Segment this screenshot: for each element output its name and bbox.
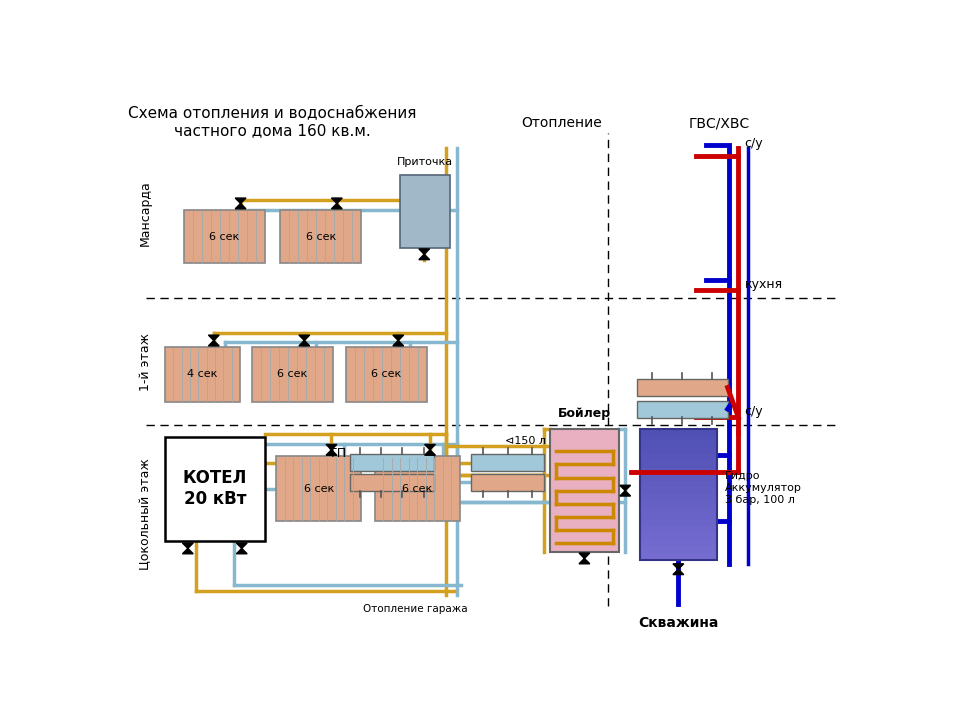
Polygon shape: [620, 485, 631, 496]
Text: ТП: ТП: [328, 447, 346, 460]
Text: 6 сек: 6 сек: [209, 232, 240, 241]
Text: 4 сек: 4 сек: [187, 369, 218, 379]
Bar: [639, 428, 717, 436]
Bar: [639, 454, 717, 462]
Bar: [636, 379, 728, 396]
Bar: [471, 474, 544, 490]
Text: с/у: с/у: [745, 137, 763, 150]
Bar: [639, 429, 717, 560]
Text: с/у: с/у: [745, 405, 763, 418]
Bar: [639, 507, 717, 514]
Bar: [276, 456, 361, 521]
Bar: [639, 546, 717, 554]
Polygon shape: [579, 553, 589, 564]
Bar: [550, 429, 619, 552]
Bar: [252, 346, 332, 402]
Bar: [639, 539, 717, 547]
Bar: [639, 513, 717, 521]
Polygon shape: [393, 335, 403, 346]
Bar: [280, 210, 361, 264]
Bar: [639, 500, 717, 508]
Text: Бойлер: Бойлер: [558, 407, 611, 420]
Text: Скважина: Скважина: [638, 616, 718, 630]
Bar: [639, 448, 717, 455]
Text: ⊲150 л: ⊲150 л: [505, 436, 546, 446]
Bar: [639, 553, 717, 560]
Text: Отопление: Отопление: [521, 117, 602, 130]
Polygon shape: [326, 444, 337, 455]
Polygon shape: [331, 198, 342, 209]
Polygon shape: [299, 335, 310, 346]
Bar: [639, 467, 717, 475]
Bar: [375, 456, 460, 521]
Text: 6 сек: 6 сек: [305, 232, 336, 241]
Bar: [636, 400, 728, 418]
Text: Цокольный этаж: Цокольный этаж: [139, 458, 152, 570]
Polygon shape: [182, 543, 193, 554]
Bar: [639, 474, 717, 482]
Polygon shape: [235, 198, 246, 209]
Text: Приточка: Приточка: [396, 157, 453, 167]
Polygon shape: [208, 335, 219, 346]
Bar: [639, 494, 717, 501]
Text: Отопление гаража: Отопление гаража: [363, 604, 468, 614]
Bar: [639, 487, 717, 495]
Bar: [639, 441, 717, 449]
Text: 6 сек: 6 сек: [303, 484, 334, 494]
Bar: [639, 461, 717, 468]
Bar: [399, 175, 449, 248]
Bar: [165, 346, 240, 402]
Bar: [639, 481, 717, 488]
Bar: [639, 520, 717, 527]
Bar: [471, 454, 544, 472]
Text: 6 сек: 6 сек: [371, 369, 401, 379]
Bar: [349, 454, 434, 472]
Polygon shape: [673, 564, 684, 575]
Polygon shape: [236, 543, 247, 554]
Text: ГВС/ХВС: ГВС/ХВС: [688, 117, 750, 130]
Text: 1-й этаж: 1-й этаж: [139, 333, 152, 391]
Text: Схема отопления и водоснабжения
частного дома 160 кв.м.: Схема отопления и водоснабжения частного…: [129, 106, 417, 138]
Bar: [165, 437, 265, 541]
Text: КОТЕЛ
20 кВт: КОТЕЛ 20 кВт: [182, 469, 247, 508]
Bar: [349, 474, 434, 490]
Polygon shape: [419, 249, 430, 260]
Text: Гидро
Аккумулятор
3 бар, 100 л: Гидро Аккумулятор 3 бар, 100 л: [725, 472, 802, 505]
Bar: [639, 533, 717, 540]
Bar: [639, 526, 717, 534]
Text: 6 сек: 6 сек: [402, 484, 432, 494]
Bar: [346, 346, 426, 402]
Bar: [639, 435, 717, 442]
Text: 6 сек: 6 сек: [277, 369, 307, 379]
Text: кухня: кухня: [745, 278, 782, 291]
Polygon shape: [424, 444, 436, 455]
Bar: [184, 210, 265, 264]
Text: Мансарда: Мансарда: [139, 181, 152, 246]
